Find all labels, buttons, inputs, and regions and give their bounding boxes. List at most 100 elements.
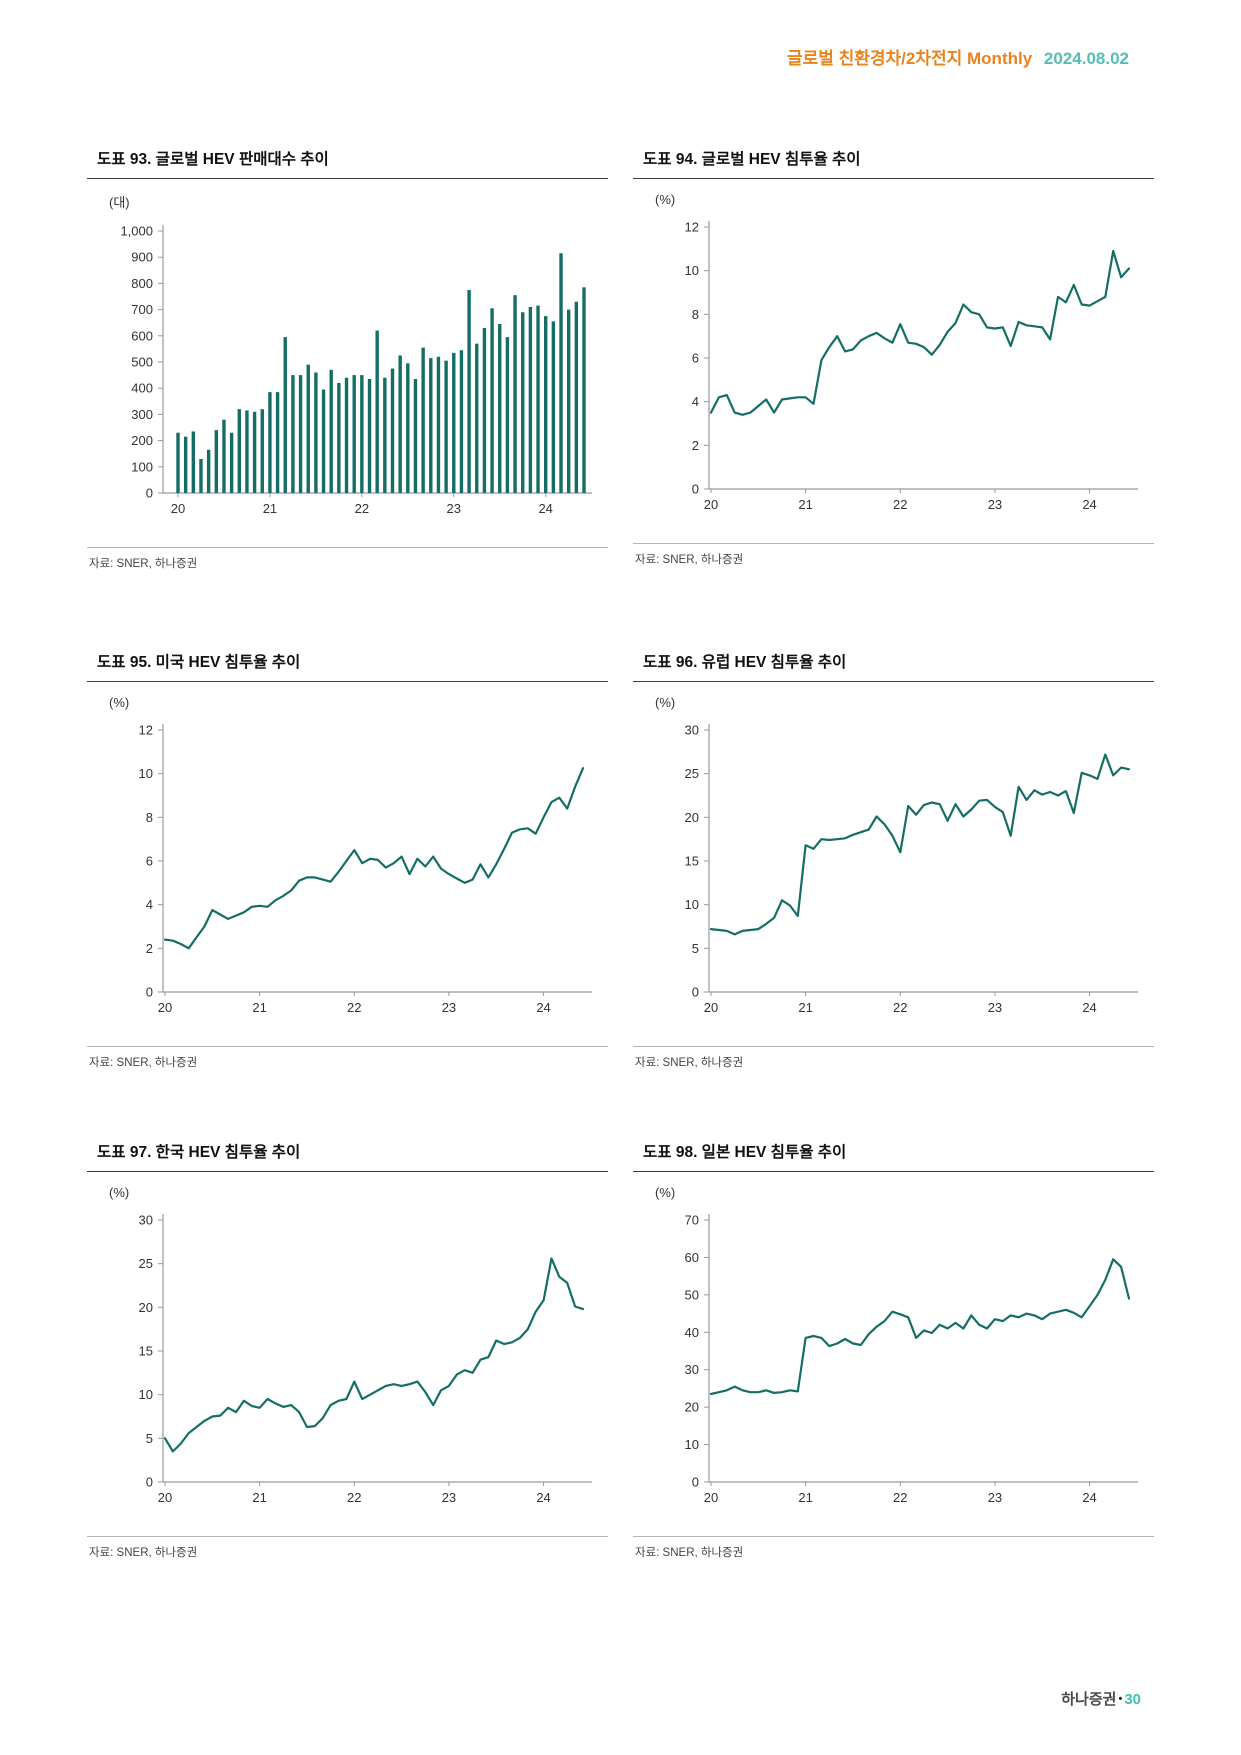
chart-title: 도표 94. 글로벌 HEV 침투율 추이 (633, 147, 1154, 179)
trend-line (163, 1257, 585, 1453)
trend-line (709, 753, 1131, 936)
bar (206, 449, 211, 493)
x-tick-label: 22 (893, 1490, 907, 1505)
y-tick-label: 5 (146, 1431, 153, 1446)
y-tick-label: 25 (139, 1256, 153, 1271)
chart-canvas: 0 5 10 15 20 25 30 20 21 22 23 24 (139, 1213, 592, 1505)
x-tick-label: 21 (252, 1490, 266, 1505)
chart-title: 도표 97. 한국 HEV 침투율 추이 (87, 1140, 608, 1172)
bar (352, 375, 356, 493)
y-tick-label: 0 (692, 985, 699, 1000)
y-tick-label: 0 (146, 1475, 153, 1490)
x-tick-label: 24 (536, 1490, 550, 1505)
bar (498, 324, 502, 493)
chart-source: 자료: SNER, 하나증권 (633, 1536, 1154, 1560)
bar (237, 409, 241, 493)
bar (252, 411, 257, 493)
bar (344, 377, 349, 493)
bar (306, 364, 310, 493)
y-tick-label: 300 (131, 407, 153, 422)
chart-figure-95: 도표 95. 미국 HEV 침투율 추이 (%) 0 2 4 6 8 10 12 20 21 22… (87, 650, 608, 1070)
chart-canvas: 0 100 200 300 400 500 600 700 800 900 1,000 20 21 22 2… (120, 224, 592, 516)
x-tick-label: 20 (704, 1000, 718, 1015)
x-tick-label: 22 (893, 497, 907, 512)
x-tick-label: 24 (1082, 1490, 1096, 1505)
y-tick-label: 0 (692, 1475, 699, 1490)
chart-source: 자료: SNER, 하나증권 (87, 1046, 608, 1070)
x-tick-label: 21 (252, 1000, 266, 1015)
y-tick-label: 15 (139, 1344, 153, 1359)
footer-separator-dot: • (1118, 1693, 1123, 1705)
bar (222, 419, 226, 493)
y-tick-label: 500 (131, 355, 153, 370)
y-tick-label: 8 (692, 307, 699, 322)
y-tick-label: 20 (139, 1300, 153, 1315)
chart-unit-label: (대) (109, 195, 130, 210)
chart-unit-label: (%) (655, 1185, 676, 1200)
y-tick-label: 100 (131, 459, 153, 474)
bar (421, 347, 425, 493)
bar (245, 410, 249, 493)
header-title: 글로벌 친환경차/2차전지 Monthly (786, 49, 1033, 68)
bar (528, 306, 533, 493)
bar (291, 375, 295, 493)
bar (521, 312, 525, 493)
y-tick-label: 6 (692, 351, 699, 366)
y-tick-label: 10 (685, 1437, 699, 1452)
report-header: 글로벌 친환경차/2차전지 Monthly 2024.08.02 (787, 44, 1129, 69)
bar (459, 350, 464, 493)
bar (582, 287, 586, 493)
x-tick-label: 22 (347, 1000, 361, 1015)
x-tick-label: 20 (158, 1490, 172, 1505)
chart-source: 자료: SNER, 하나증권 (87, 547, 608, 571)
y-tick-label: 12 (139, 723, 153, 738)
y-tick-label: 4 (146, 897, 153, 912)
footer-page-number: 30 (1124, 1691, 1141, 1708)
bar (559, 253, 563, 493)
y-tick-label: 2 (692, 438, 699, 453)
y-tick-label: 2 (146, 941, 153, 956)
bar (176, 432, 180, 493)
y-tick-label: 6 (146, 854, 153, 869)
chart-source: 자료: SNER, 하나증권 (633, 1046, 1154, 1070)
y-tick-label: 30 (685, 723, 699, 738)
bar (406, 363, 410, 493)
y-tick-label: 5 (692, 941, 699, 956)
y-tick-label: 10 (685, 263, 699, 278)
bar (314, 372, 318, 493)
chart-unit-label: (%) (109, 1185, 130, 1200)
chart-figure-93: 도표 93. 글로벌 HEV 판매대수 추이 (대) 0 100 200 300 400… (87, 147, 608, 571)
chart-source: 자료: SNER, 하나증권 (633, 543, 1154, 567)
chart-figure-94: 도표 94. 글로벌 HEV 침투율 추이 (%) 0 2 4 6 8 10 12 20 21 2… (633, 147, 1154, 567)
y-tick-label: 700 (131, 302, 153, 317)
bar (543, 316, 548, 493)
x-tick-label: 23 (442, 1490, 456, 1505)
bar (429, 358, 433, 493)
header-date: 2024.08.02 (1043, 49, 1129, 68)
y-tick-label: 70 (685, 1213, 699, 1228)
x-tick-label: 21 (798, 497, 812, 512)
bar (413, 379, 418, 493)
y-tick-label: 4 (692, 394, 699, 409)
y-tick-label: 25 (685, 766, 699, 781)
bar (505, 337, 510, 493)
chart-figure-97: 도표 97. 한국 HEV 침투율 추이 (%) 0 5 10 15 20 25 30 20 2… (87, 1140, 608, 1560)
chart-title: 도표 98. 일본 HEV 침투율 추이 (633, 1140, 1154, 1172)
x-tick-label: 22 (893, 1000, 907, 1015)
x-tick-label: 21 (798, 1490, 812, 1505)
y-tick-label: 8 (146, 810, 153, 825)
bar (475, 343, 479, 493)
x-tick-label: 20 (158, 1000, 172, 1015)
bar (199, 458, 203, 493)
y-tick-label: 15 (685, 854, 699, 869)
x-tick-label: 20 (171, 501, 185, 516)
bar (566, 309, 571, 493)
footer-brand: 하나증권 (1061, 1691, 1117, 1708)
bar (298, 375, 303, 493)
chart-unit-label: (%) (655, 695, 676, 710)
x-tick-label: 22 (347, 1490, 361, 1505)
x-tick-label: 24 (1082, 1000, 1096, 1015)
bar (360, 375, 364, 493)
